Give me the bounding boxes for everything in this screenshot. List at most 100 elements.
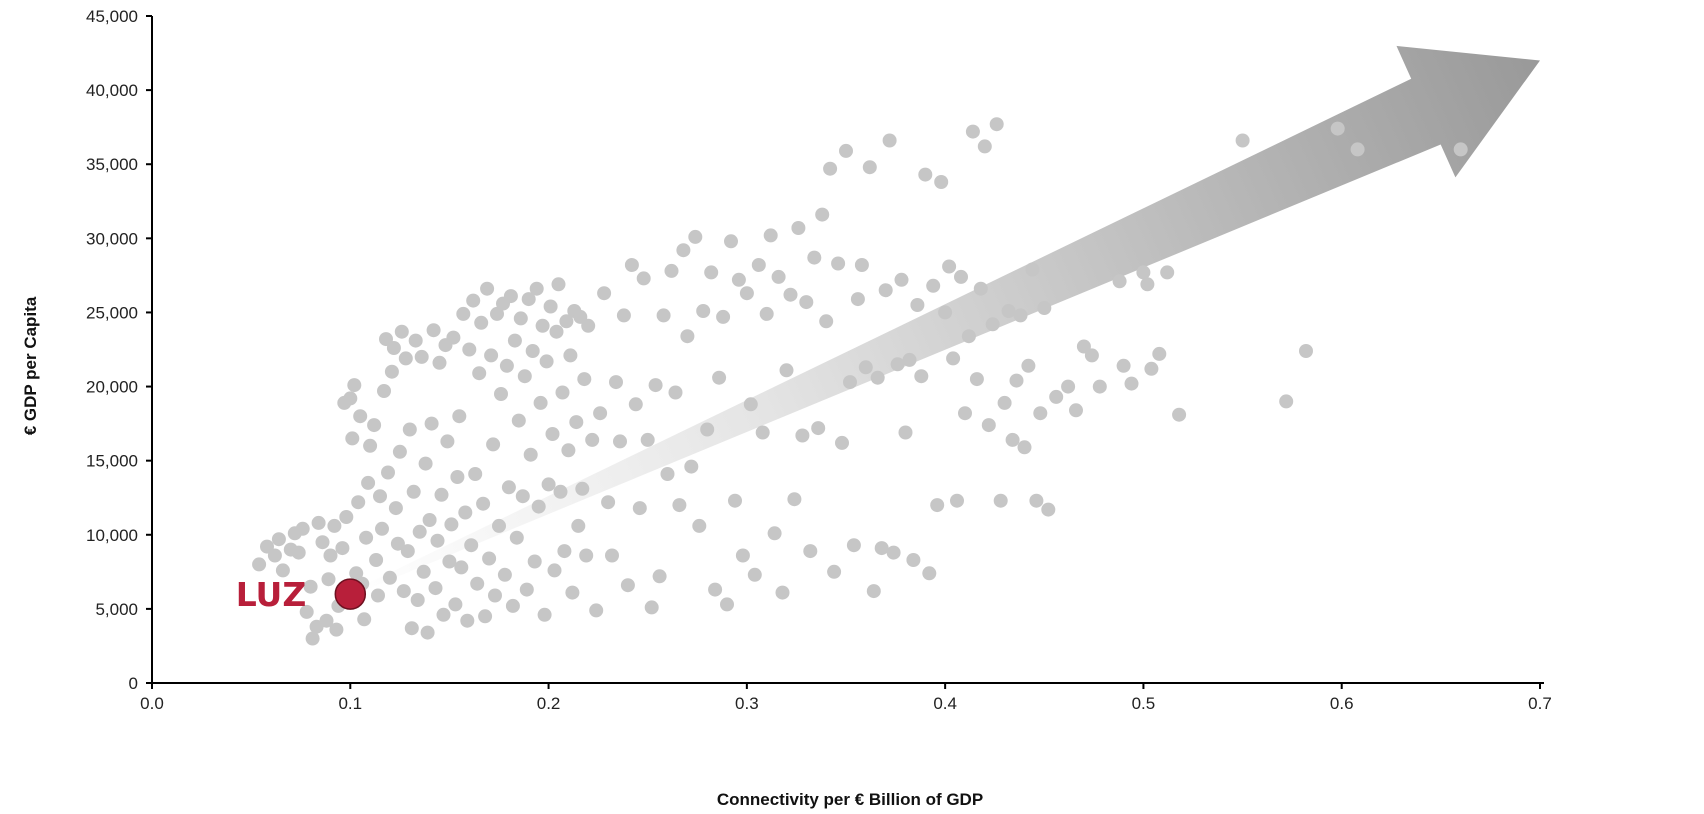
data-point: [656, 308, 671, 323]
data-point: [1033, 406, 1048, 421]
data-point: [384, 364, 399, 379]
data-point: [918, 167, 933, 182]
data-point: [930, 498, 945, 513]
data-point: [511, 413, 526, 428]
data-point: [882, 133, 897, 148]
data-point: [652, 569, 667, 584]
data-point: [315, 535, 330, 550]
data-point: [444, 517, 459, 532]
data-point: [490, 306, 504, 321]
data-point: [474, 315, 489, 330]
data-point: [551, 277, 566, 292]
data-point: [434, 487, 449, 502]
data-point: [1005, 432, 1020, 447]
data-point: [311, 515, 326, 530]
data-point: [743, 397, 758, 412]
data-point: [396, 584, 411, 599]
data-point: [843, 375, 857, 390]
data-point: [977, 139, 992, 154]
data-point: [561, 443, 576, 458]
data-point: [557, 544, 572, 559]
data-point: [373, 489, 387, 504]
data-point: [946, 351, 961, 366]
data-point: [422, 513, 437, 527]
data-point: [942, 259, 957, 274]
data-point: [470, 576, 485, 591]
data-point: [252, 557, 267, 572]
data-point: [1013, 308, 1028, 323]
data-point: [353, 409, 368, 424]
data-point: [267, 548, 282, 563]
data-point: [388, 501, 403, 516]
data-point: [1041, 502, 1056, 517]
data-point: [392, 444, 407, 459]
data-point: [763, 228, 778, 243]
data-point: [922, 566, 937, 581]
data-point: [484, 348, 499, 363]
data-point: [446, 330, 461, 345]
y-tick-label: 40,000: [86, 81, 138, 100]
data-point: [327, 518, 342, 533]
data-point: [375, 521, 389, 536]
data-point: [1025, 262, 1040, 277]
data-point: [700, 422, 715, 437]
axes: [146, 15, 1544, 689]
data-point: [549, 324, 564, 339]
data-point: [386, 341, 401, 355]
data-point: [910, 298, 925, 312]
data-point: [488, 588, 502, 603]
data-point: [329, 622, 344, 637]
data-point: [620, 578, 635, 593]
data-point: [480, 281, 495, 296]
y-tick-label: 30,000: [86, 229, 138, 248]
data-point: [914, 369, 929, 384]
data-point: [1140, 277, 1155, 292]
data-point: [965, 124, 980, 139]
data-point: [382, 570, 397, 585]
data-point: [464, 538, 479, 553]
data-point: [934, 175, 949, 189]
data-point: [494, 387, 508, 401]
data-point: [648, 378, 663, 393]
data-point: [420, 625, 435, 640]
data-point: [902, 352, 917, 367]
data-point: [460, 613, 475, 628]
data-point: [961, 329, 976, 344]
data-point: [390, 536, 405, 551]
data-point: [950, 493, 964, 508]
data-point: [1152, 346, 1167, 361]
data-point: [339, 510, 354, 524]
data-point: [616, 308, 631, 323]
data-point: [640, 432, 655, 447]
data-point: [870, 370, 885, 385]
data-point: [291, 545, 306, 560]
data-point: [547, 563, 562, 578]
data-point: [739, 286, 754, 301]
data-point: [755, 425, 770, 440]
data-point: [997, 395, 1012, 410]
data-point: [886, 545, 901, 560]
data-point: [303, 579, 318, 594]
data-point: [537, 607, 552, 622]
data-point: [533, 395, 548, 410]
data-point: [507, 333, 522, 348]
data-point: [299, 604, 314, 619]
data-point: [428, 581, 443, 596]
data-point: [442, 554, 457, 569]
data-point: [989, 117, 1004, 132]
data-point: [1453, 142, 1468, 157]
highlight-point-luz[interactable]: [334, 578, 367, 610]
data-point: [712, 370, 727, 385]
data-point: [1299, 344, 1313, 358]
data-point: [609, 375, 623, 390]
y-tick-label: 35,000: [86, 155, 138, 174]
data-point: [345, 431, 360, 446]
x-tick-label: 0.5: [1132, 694, 1156, 713]
data-point: [541, 477, 556, 492]
data-point: [505, 598, 520, 613]
data-point: [523, 447, 538, 462]
y-tick-label: 10,000: [86, 526, 138, 545]
data-point: [377, 384, 391, 398]
x-tick-label: 0.2: [537, 694, 561, 713]
